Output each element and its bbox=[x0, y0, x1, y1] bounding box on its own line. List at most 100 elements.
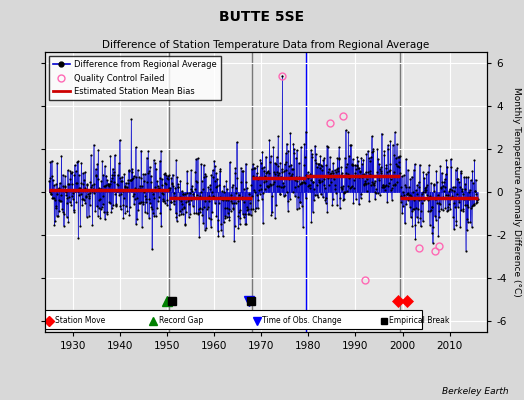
Point bbox=[354, 158, 362, 165]
Point bbox=[206, 216, 215, 222]
Point bbox=[180, 191, 189, 198]
Point bbox=[266, 159, 274, 165]
Point bbox=[196, 192, 204, 199]
Point bbox=[284, 148, 292, 154]
Point bbox=[368, 133, 376, 140]
Point bbox=[57, 192, 65, 198]
Point bbox=[442, 171, 450, 178]
Point bbox=[180, 204, 189, 210]
Point bbox=[179, 191, 187, 197]
Point bbox=[321, 185, 329, 191]
Point bbox=[245, 210, 253, 217]
Point bbox=[74, 158, 82, 164]
Point bbox=[296, 198, 304, 205]
Point bbox=[212, 170, 220, 177]
Point bbox=[389, 182, 397, 188]
Point bbox=[85, 194, 93, 201]
Point bbox=[209, 193, 217, 200]
Point bbox=[438, 170, 446, 176]
Point bbox=[387, 186, 395, 193]
Point bbox=[320, 154, 329, 161]
Point bbox=[112, 203, 120, 209]
Point bbox=[99, 172, 107, 178]
Point bbox=[429, 240, 437, 246]
Point bbox=[274, 133, 282, 140]
Point bbox=[71, 168, 80, 175]
Point bbox=[162, 172, 170, 178]
Point bbox=[170, 198, 179, 204]
Point bbox=[468, 168, 477, 174]
Point bbox=[300, 141, 309, 147]
Point bbox=[314, 177, 323, 183]
Point bbox=[127, 116, 136, 122]
Point bbox=[315, 160, 323, 167]
Point bbox=[211, 200, 219, 206]
Point bbox=[428, 230, 436, 236]
Point bbox=[183, 198, 192, 204]
Point bbox=[200, 174, 208, 180]
Point bbox=[309, 179, 318, 186]
Point bbox=[363, 176, 372, 182]
Point bbox=[376, 192, 384, 198]
Point bbox=[302, 172, 311, 178]
Point bbox=[100, 209, 108, 216]
Point bbox=[381, 187, 389, 193]
Point bbox=[223, 205, 232, 211]
Point bbox=[116, 202, 125, 209]
Point bbox=[403, 191, 411, 197]
Point bbox=[336, 184, 345, 190]
Point bbox=[77, 180, 85, 186]
Point bbox=[193, 179, 201, 186]
Point bbox=[195, 234, 203, 240]
Point bbox=[67, 202, 75, 208]
Point bbox=[353, 162, 361, 168]
Point bbox=[185, 196, 193, 202]
Point bbox=[165, 184, 173, 191]
Point bbox=[66, 176, 74, 182]
Point bbox=[161, 199, 169, 206]
Point bbox=[64, 181, 73, 187]
Text: BUTTE 5SE: BUTTE 5SE bbox=[220, 10, 304, 24]
Point bbox=[47, 191, 56, 197]
Point bbox=[272, 154, 281, 160]
Point bbox=[125, 212, 134, 218]
Point bbox=[207, 172, 215, 178]
Point bbox=[158, 176, 166, 182]
Point bbox=[428, 204, 436, 210]
Point bbox=[155, 194, 163, 200]
Point bbox=[122, 180, 130, 186]
Point bbox=[379, 183, 387, 190]
Point bbox=[252, 204, 260, 211]
Point bbox=[458, 190, 467, 197]
Point bbox=[462, 227, 471, 234]
Point bbox=[455, 179, 464, 186]
Point bbox=[160, 180, 169, 186]
Point bbox=[391, 181, 400, 188]
Point bbox=[238, 168, 246, 174]
Point bbox=[354, 165, 363, 171]
Point bbox=[308, 151, 316, 158]
Point bbox=[280, 183, 288, 189]
Point bbox=[449, 214, 457, 220]
Point bbox=[353, 154, 362, 160]
Point bbox=[180, 204, 188, 211]
Point bbox=[159, 196, 168, 202]
Point bbox=[199, 186, 207, 193]
Point bbox=[329, 196, 337, 202]
Point bbox=[366, 171, 375, 178]
Point bbox=[404, 197, 412, 204]
Point bbox=[176, 208, 184, 214]
Point bbox=[361, 181, 369, 187]
Point bbox=[427, 207, 435, 214]
Point bbox=[395, 154, 403, 161]
Point bbox=[163, 197, 171, 203]
Point bbox=[235, 192, 243, 198]
Point bbox=[147, 172, 155, 179]
Point bbox=[117, 178, 125, 184]
Point bbox=[329, 160, 337, 166]
Point bbox=[283, 198, 292, 204]
Point bbox=[442, 192, 450, 198]
Point bbox=[183, 168, 191, 175]
Point bbox=[339, 183, 347, 190]
Point bbox=[153, 178, 161, 184]
